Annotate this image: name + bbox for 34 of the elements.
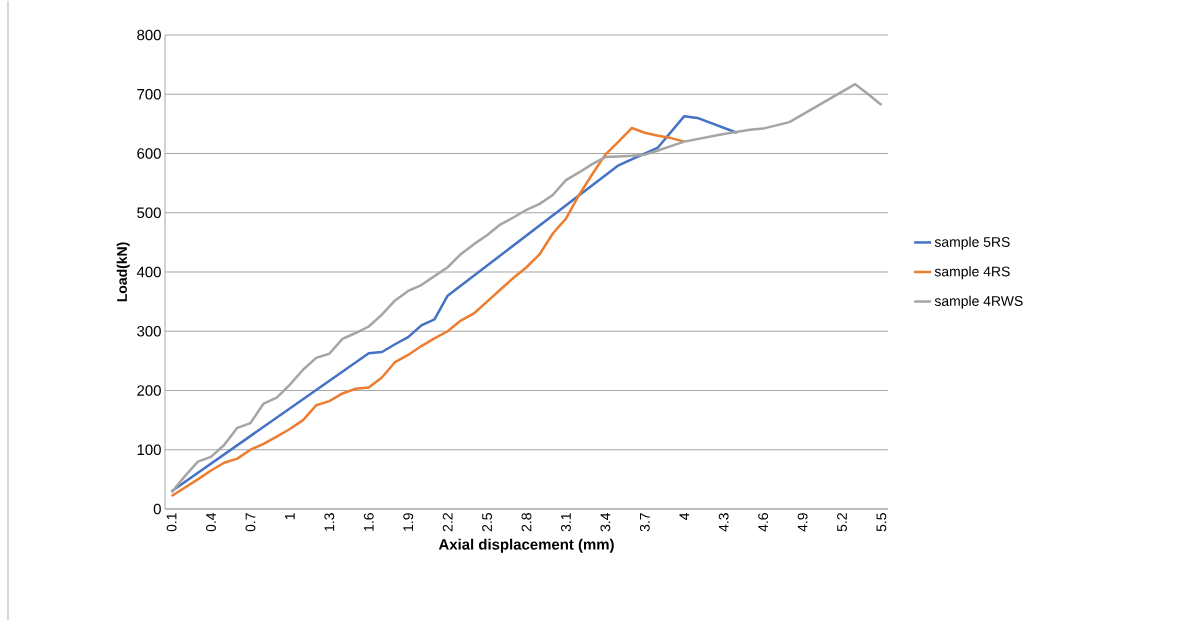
x-tick-label: 1.9 [403, 513, 414, 531]
y-tick-label: 300 [137, 325, 161, 337]
x-tick-label: 0.1 [166, 513, 177, 532]
x-tick-label: 2.8 [521, 513, 532, 532]
y-tick-label: 500 [137, 207, 161, 219]
y-tick-label: 700 [137, 88, 161, 100]
y-tick-label: 0 [153, 503, 161, 515]
legend-label: sample 5RS [934, 236, 1010, 250]
x-tick-label: 1.6 [363, 513, 374, 531]
y-tick-label: 800 [137, 29, 161, 41]
y-tick-label: 100 [137, 444, 161, 456]
x-tick-label: 4.6 [758, 513, 769, 532]
x-tick-label: 2.2 [442, 513, 453, 532]
x-tick-label: 1.3 [324, 513, 335, 531]
x-tick-label: 3.7 [639, 513, 650, 532]
x-axis-title: Axial displacement (mm) [438, 538, 614, 553]
x-tick-label: 5.2 [837, 513, 847, 532]
x-tick-label: 1 [285, 513, 295, 520]
x-tick-label: 4.3 [718, 513, 729, 532]
x-tick-label: 3.1 [561, 513, 571, 532]
x-tick-label: 4.9 [797, 513, 808, 532]
x-tick-label: 2.5 [482, 513, 493, 532]
y-axis-title: Load(kN) [116, 242, 130, 302]
legend-label: sample 4RS [934, 266, 1010, 280]
legend-label: sample 4RWS [934, 295, 1023, 309]
y-tick-label: 600 [137, 148, 161, 159]
y-tick-label: 400 [136, 266, 161, 278]
line-series [170, 82, 883, 494]
x-tick-label: 5.5 [876, 513, 887, 532]
x-tick-label: 4 [679, 512, 690, 520]
x-tick-label: 0.4 [206, 512, 216, 532]
y-tick-label: 200 [137, 385, 161, 396]
x-tick-label: 3.4 [600, 512, 611, 532]
x-tick-label: 0.7 [245, 513, 256, 532]
